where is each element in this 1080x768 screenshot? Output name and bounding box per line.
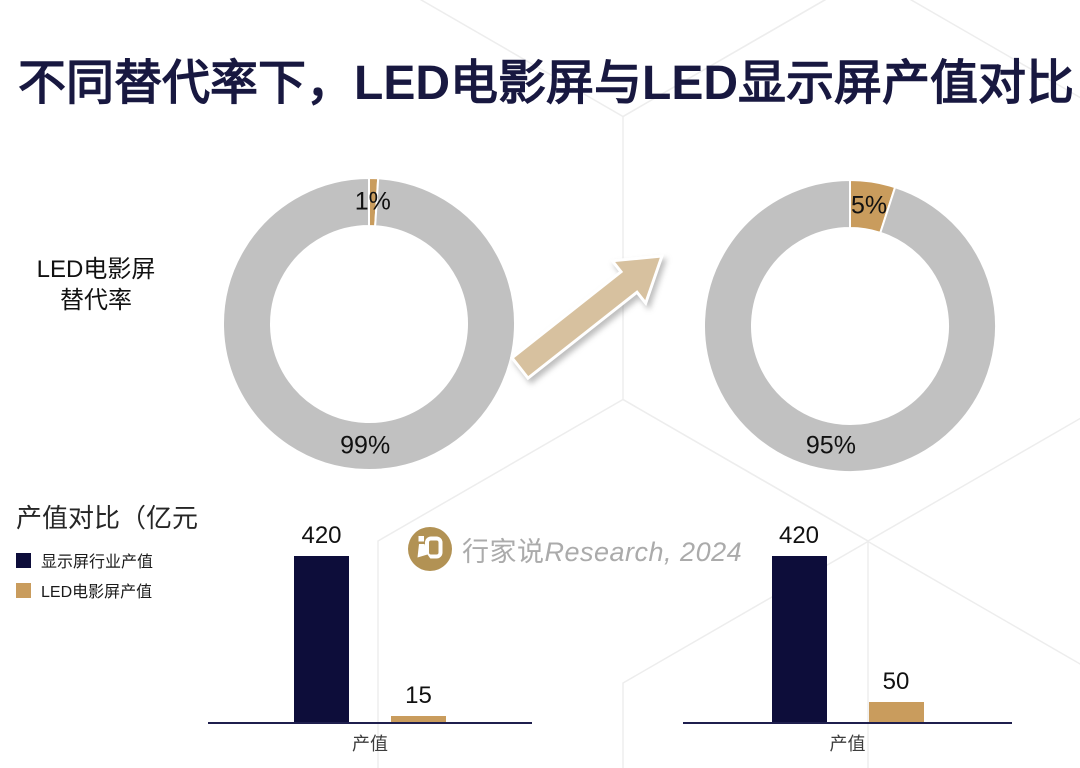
donut-data-label: 99% [340,431,391,460]
legend-label: 显示屏行业产值 [41,554,154,571]
bar-display-industry [771,556,827,722]
watermark-rest: Research, 2024 [544,536,743,567]
bar-value-label: 50 [882,668,910,695]
legend-label: LED电影屏产值 [41,584,153,601]
watermark-text: 行家说Research, 2024 [462,530,742,569]
donut-data-label: 1% [354,187,391,216]
bar-value-label: 420 [301,522,342,549]
donut-data-label: 5% [851,191,888,219]
bar-chart-left: 420 15 [208,505,532,724]
legend-item-led-cinema: LED电影屏产值 [16,580,153,601]
donut-data-label: 95% [805,431,856,460]
x-axis-line [208,722,532,724]
donut-chart-right: 5% 95% [700,176,1000,476]
value-section-header: 产值对比（亿元 [16,503,199,533]
legend-swatch-tan [16,582,31,598]
bar-value-label: 420 [778,522,820,549]
brand-watermark: 行家说Research, 2024 [408,527,742,571]
donut-segment [222,176,516,471]
bar-value-label: 15 [405,682,432,709]
donut-side-label: LED电影屏 替代率 [10,254,182,316]
x-axis-line [683,722,1012,724]
bar-display-industry [294,556,349,722]
legend-swatch-navy [16,552,31,568]
bar-led-cinema [391,716,446,722]
x-axis-label-right: 产值 [829,734,866,754]
bar-led-cinema [868,702,924,722]
donut-side-label-line1: LED电影屏 [36,256,156,283]
bar-chart-right: 420 50 [683,505,1012,724]
hangjiashuo-logo-icon [408,527,452,571]
page-title: 不同替代率下，LED电影屏与LED显示屏产值对比 [18,57,1075,110]
donut-side-label-line2: 替代率 [60,287,132,314]
legend-item-display-industry: 显示屏行业产值 [16,550,154,571]
x-axis-label-left: 产值 [352,734,388,754]
donut-chart-left: 1% 99% [219,174,519,474]
increase-arrow-icon [505,240,680,390]
bar-legend: 显示屏行业产值 LED电影屏产值 [16,550,153,610]
donut-segment [703,178,997,473]
watermark-brand: 行家说 [462,536,545,567]
